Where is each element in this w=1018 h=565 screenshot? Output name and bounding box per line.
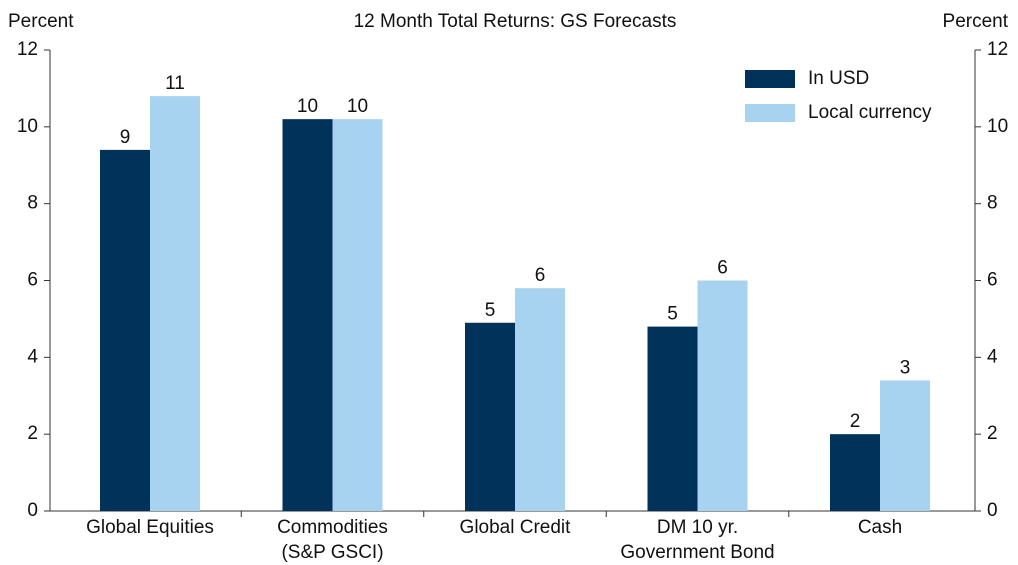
value-label: 3: [900, 357, 911, 378]
y2-tick-label: 10: [987, 116, 1008, 137]
legend-swatch: [745, 104, 795, 122]
bar: [697, 280, 748, 511]
bar: [880, 380, 930, 511]
y2-axis-label: Percent: [943, 11, 1009, 32]
y-axis-label: Percent: [8, 11, 74, 32]
bar: [465, 322, 515, 511]
value-label: 5: [485, 300, 496, 321]
bar: [830, 434, 880, 511]
value-label: 11: [165, 73, 185, 94]
value-label: 9: [120, 127, 131, 148]
value-label: 5: [667, 304, 678, 325]
value-label: 10: [297, 96, 318, 117]
value-label: 6: [535, 265, 546, 286]
y-tick-label: 10: [17, 116, 38, 137]
bar: [282, 119, 333, 512]
y2-tick-label: 4: [987, 346, 998, 367]
x-tick-label: Commodities (S&P GSCI): [277, 517, 388, 563]
bar: [332, 119, 383, 512]
x-tick-label: Global Credit: [459, 517, 571, 538]
y2-tick-label: 0: [987, 500, 998, 521]
bar: [100, 149, 150, 511]
y-tick-label: 6: [27, 270, 38, 291]
y-tick-label: 12: [17, 39, 38, 60]
y2-tick-label: 6: [987, 270, 998, 291]
y2-tick-label: 2: [987, 423, 998, 444]
x-tick-label: Cash: [857, 517, 903, 538]
bar: [150, 96, 200, 511]
value-label: 2: [850, 411, 861, 432]
chart-title: 12 Month Total Returns: GS Forecasts: [354, 11, 677, 32]
y-tick-label: 8: [27, 193, 38, 214]
y2-tick-label: 12: [987, 39, 1008, 60]
y2-tick-label: 8: [987, 193, 998, 214]
y-tick-label: 4: [27, 346, 38, 367]
legend-label: Local currency: [808, 102, 932, 123]
y-tick-label: 0: [27, 500, 38, 521]
value-label: 10: [347, 96, 368, 117]
legend-label: In USD: [808, 68, 869, 89]
bar: [647, 326, 698, 511]
y-tick-label: 2: [27, 423, 38, 444]
value-label: 6: [717, 258, 728, 279]
x-tick-label: Global Equities: [86, 517, 214, 538]
bar: [515, 288, 565, 511]
legend-swatch: [745, 70, 795, 88]
x-tick-label: DM 10 yr. Government Bond: [620, 517, 775, 563]
